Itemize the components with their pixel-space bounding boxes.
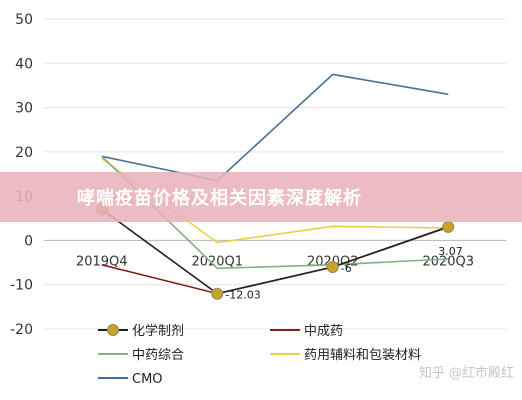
data-label: -6 (341, 262, 352, 275)
y-tick-label: -10 (10, 278, 33, 294)
y-tick-label: 50 (15, 12, 33, 28)
legend-label: 化学制剂 (132, 323, 184, 339)
title-banner: 哮喘疫苗价格及相关因素深度解析 (0, 172, 522, 222)
banner-title: 哮喘疫苗价格及相关因素深度解析 (77, 188, 362, 209)
y-tick-label: 40 (15, 56, 33, 72)
y-tick-label: 20 (15, 145, 33, 161)
y-tick-label: -20 (10, 322, 33, 338)
y-tick-label: 0 (24, 233, 33, 249)
data-label: -12.03 (225, 289, 260, 302)
data-point (326, 261, 339, 273)
series-line-4 (101, 73, 449, 182)
legend-label: 中药综合 (132, 348, 184, 363)
y-tick-label: 30 (15, 101, 33, 117)
x-tick-label: 2020Q1 (191, 254, 243, 269)
watermark: 知乎 @红市殿红 (418, 366, 514, 381)
legend-label: CMO (132, 372, 163, 387)
data-point (211, 287, 224, 300)
legend-label: 中成药 (304, 324, 343, 339)
x-tick-label: 2019Q4 (76, 254, 128, 269)
series-line-1 (101, 226, 449, 295)
series-line-0 (101, 208, 449, 295)
x-tick-label: 2020Q3 (422, 254, 474, 269)
data-label: 3.07 (438, 245, 463, 258)
legend-label: 药用辅料和包装材料 (304, 348, 421, 363)
data-point (442, 220, 455, 233)
legend-marker (107, 324, 119, 336)
